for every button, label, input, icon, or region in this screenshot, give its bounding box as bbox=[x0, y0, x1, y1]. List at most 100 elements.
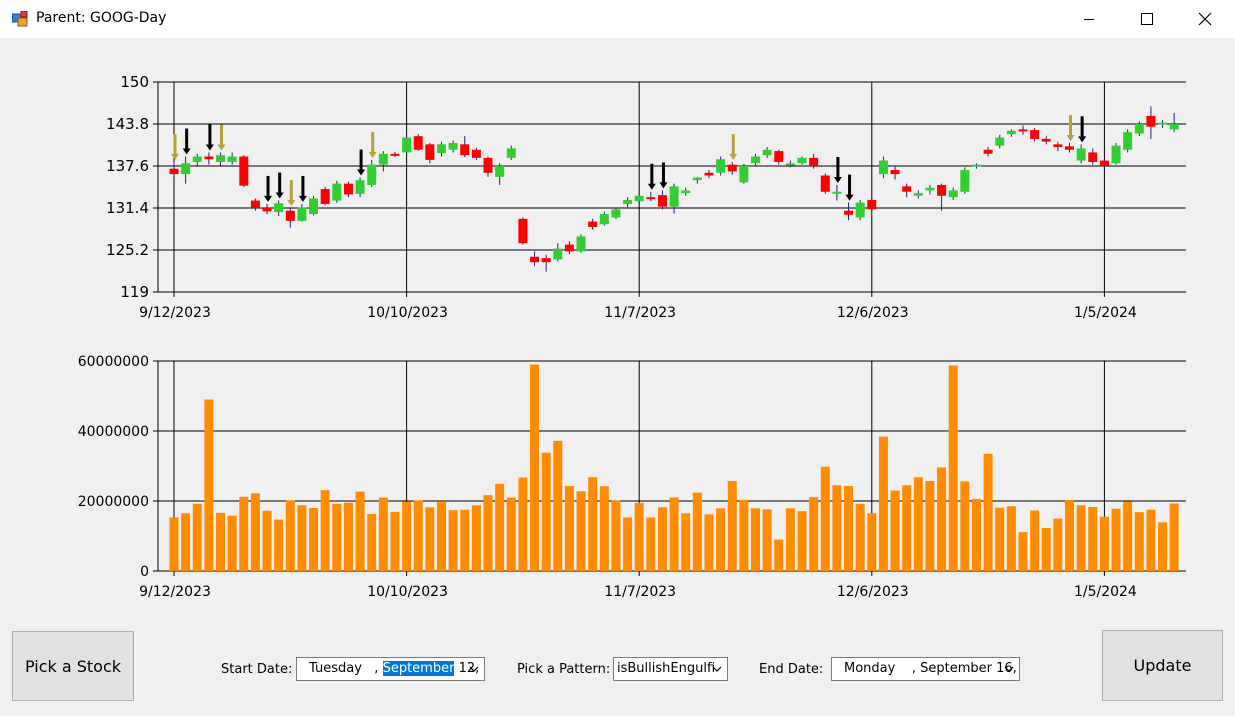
end-date-picker[interactable]: Monday , September 16, bbox=[831, 657, 1020, 681]
candle-body bbox=[797, 157, 807, 164]
update-button[interactable]: Update bbox=[1102, 630, 1223, 701]
candle-body bbox=[425, 144, 435, 160]
volume-bar bbox=[762, 509, 772, 571]
volume-bar bbox=[681, 513, 691, 571]
volume-bar bbox=[576, 491, 586, 571]
pattern-value: isBullishEngulfi bbox=[617, 661, 716, 676]
candle-body bbox=[948, 190, 958, 198]
volume-bar bbox=[983, 453, 993, 571]
candle-body bbox=[576, 236, 586, 252]
volume-bar bbox=[948, 365, 958, 571]
candle-body bbox=[588, 221, 598, 227]
x-tick-label: 1/5/2024 bbox=[1074, 584, 1137, 600]
volume-bar bbox=[518, 477, 528, 571]
title-bar: Parent: GOOG-Day bbox=[0, 0, 1235, 38]
candle-body bbox=[1030, 130, 1040, 139]
volume-bar bbox=[425, 507, 435, 571]
volume-bar bbox=[623, 517, 633, 571]
candle-body bbox=[1123, 132, 1133, 150]
start-date-label: Start Date: bbox=[221, 662, 293, 677]
volume-bar bbox=[599, 486, 609, 571]
x-tick-label: 11/7/2023 bbox=[604, 584, 676, 600]
maximize-button[interactable] bbox=[1118, 0, 1176, 38]
volume-bar bbox=[1158, 522, 1168, 571]
start-date-value: Tuesday , September 12, bbox=[309, 661, 479, 676]
y-tick-label: 20000000 bbox=[78, 494, 149, 510]
candle-body bbox=[995, 137, 1005, 146]
volume-bar bbox=[1169, 503, 1179, 571]
volume-bar bbox=[378, 497, 388, 571]
candle-body bbox=[1134, 124, 1144, 134]
candle-body bbox=[250, 200, 260, 208]
candle-body bbox=[669, 186, 679, 207]
y-tick-label: 0 bbox=[140, 564, 149, 580]
chevron-down-icon bbox=[712, 666, 722, 672]
start-date-picker[interactable]: Tuesday , September 12, bbox=[296, 657, 485, 681]
x-tick-label: 11/7/2023 bbox=[604, 305, 676, 321]
candle-body bbox=[1158, 122, 1168, 125]
candle-body bbox=[634, 195, 644, 202]
volume-bar bbox=[402, 501, 412, 571]
volume-bar bbox=[1065, 499, 1075, 571]
volume-bar bbox=[204, 399, 214, 571]
candle-body bbox=[692, 177, 702, 181]
start-date-month: September bbox=[382, 661, 455, 676]
pattern-arrowhead bbox=[357, 169, 366, 176]
x-tick-label: 10/10/2023 bbox=[367, 305, 448, 321]
candle-body bbox=[320, 189, 330, 204]
candle-body bbox=[436, 144, 446, 154]
candle-body bbox=[471, 149, 481, 158]
candle-body bbox=[890, 170, 900, 175]
pattern-arrowhead bbox=[298, 195, 307, 202]
volume-bar bbox=[995, 507, 1005, 571]
pattern-arrowhead bbox=[833, 176, 842, 183]
candle-body bbox=[541, 258, 551, 263]
candle-body bbox=[367, 164, 377, 185]
x-tick-label: 9/12/2023 bbox=[139, 584, 211, 600]
pattern-select[interactable]: isBullishEngulfi bbox=[613, 657, 728, 681]
pattern-arrowhead bbox=[1066, 134, 1075, 141]
candle-body bbox=[820, 175, 830, 192]
volume-bar bbox=[1099, 516, 1109, 571]
volume-bar bbox=[716, 508, 726, 571]
volume-bar bbox=[809, 497, 819, 571]
candle-body bbox=[611, 209, 621, 218]
candle-body bbox=[274, 203, 284, 213]
candle-body bbox=[878, 160, 888, 175]
candle-body bbox=[1076, 148, 1086, 161]
pattern-arrowhead bbox=[845, 194, 854, 201]
pattern-arrowhead bbox=[729, 153, 738, 160]
candle-body bbox=[774, 151, 784, 162]
volume-bar bbox=[460, 509, 470, 571]
candle-body bbox=[518, 218, 528, 244]
pick-stock-button[interactable]: Pick a Stock bbox=[12, 631, 134, 701]
volume-bar bbox=[751, 508, 760, 571]
volume-bar bbox=[1146, 509, 1156, 571]
volume-bar bbox=[1041, 527, 1051, 571]
start-date-sep: , bbox=[374, 661, 379, 676]
candle-body bbox=[913, 193, 923, 196]
volume-bar bbox=[181, 513, 191, 571]
candle-body bbox=[1169, 124, 1179, 130]
volume-bar bbox=[367, 513, 377, 571]
x-tick-label: 9/12/2023 bbox=[139, 305, 211, 321]
pattern-arrowhead bbox=[217, 144, 226, 151]
volume-bar bbox=[1053, 518, 1063, 571]
close-button[interactable] bbox=[1176, 0, 1234, 38]
candle-body bbox=[681, 190, 691, 194]
candle-body bbox=[309, 198, 319, 215]
y-tick-label: 131.4 bbox=[106, 199, 149, 217]
start-date-rest: 12, bbox=[458, 661, 480, 676]
volume-bar bbox=[262, 510, 272, 571]
volume-bar bbox=[471, 505, 481, 571]
minimize-button[interactable] bbox=[1060, 0, 1118, 38]
volume-bar bbox=[739, 499, 749, 571]
candle-body bbox=[506, 148, 516, 158]
candle-body bbox=[1065, 146, 1075, 150]
pattern-arrowhead bbox=[275, 192, 284, 199]
candle-body bbox=[285, 210, 295, 221]
volume-bar bbox=[541, 452, 551, 571]
candle-body bbox=[971, 164, 981, 167]
candle-body bbox=[902, 186, 912, 192]
volume-bar bbox=[611, 500, 621, 571]
